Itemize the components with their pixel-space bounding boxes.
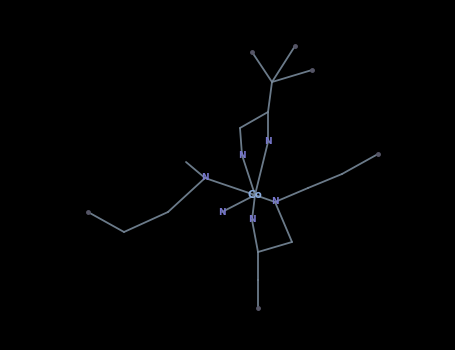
Text: N: N xyxy=(238,150,246,160)
Text: Co: Co xyxy=(248,190,263,200)
Text: N: N xyxy=(201,174,209,182)
Text: N: N xyxy=(264,138,272,147)
Text: N: N xyxy=(248,216,256,224)
Text: N: N xyxy=(218,208,226,217)
Text: N: N xyxy=(271,197,279,206)
